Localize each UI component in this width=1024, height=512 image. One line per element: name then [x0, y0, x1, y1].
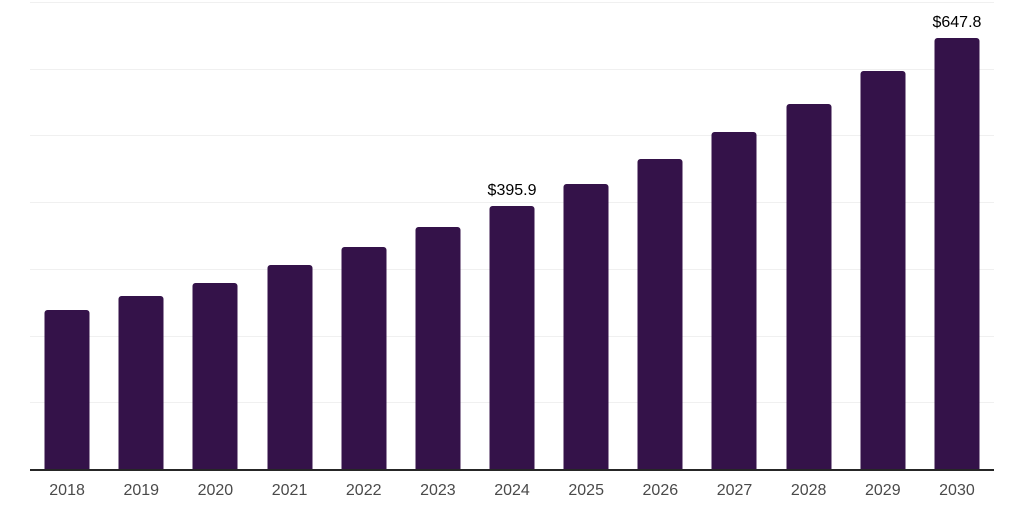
x-tick-2024: 2024 — [494, 482, 530, 499]
bar-2026 — [637, 158, 683, 470]
bar-2025 — [563, 183, 609, 470]
x-tick-2020: 2020 — [197, 482, 234, 499]
gridline-600 — [30, 68, 994, 70]
bar-2020 — [192, 282, 238, 470]
bar-2029 — [860, 71, 906, 470]
x-tick-2025: 2025 — [568, 482, 604, 499]
bar-slot-2022 — [327, 3, 401, 470]
bar-slot-2023 — [401, 3, 475, 470]
bar-2019 — [118, 295, 164, 470]
bar-2030 — [934, 37, 980, 470]
x-tick-2029: 2029 — [865, 482, 901, 499]
x-axis-line — [30, 469, 994, 471]
bar-slot-2029 — [846, 3, 920, 470]
bar-slot-2028 — [772, 3, 846, 470]
bar-2021 — [267, 265, 313, 470]
bar-2024 — [489, 205, 535, 470]
bar-2018 — [44, 309, 90, 470]
bar-slot-2027 — [697, 3, 771, 470]
bar-slot-2019 — [104, 3, 178, 470]
bar-slot-2024: $395.9 — [475, 3, 549, 470]
bar-slot-2018 — [30, 3, 104, 470]
x-axis-labels: 2018 2019 2020 2021 2022 2023 2024 2025 2026 2027… — [30, 481, 994, 501]
bar-2023 — [415, 226, 461, 470]
bar-2027 — [711, 132, 757, 470]
x-tick-2022: 2022 — [345, 482, 382, 499]
bar-slot-2026 — [623, 3, 697, 470]
bar-slot-2021 — [252, 3, 326, 470]
bar-slot-2030: $647.8 — [920, 3, 994, 470]
gridline-700 — [30, 2, 994, 3]
data-label-2024: $395.9 — [487, 181, 537, 199]
gridline-400 — [30, 202, 994, 204]
x-tick-2027: 2027 — [716, 482, 753, 499]
x-tick-2028: 2028 — [790, 482, 827, 499]
x-tick-2026: 2026 — [642, 482, 679, 499]
bars-layer: $395.9 $647.8 — [30, 3, 994, 470]
x-tick-2023: 2023 — [420, 482, 456, 499]
gridline-500 — [30, 135, 994, 137]
x-tick-2030: 2030 — [939, 482, 975, 499]
data-label-2030: $647.8 — [932, 13, 982, 31]
plot-area: $395.9 $647.8 — [30, 2, 994, 471]
x-tick-2021: 2021 — [271, 482, 308, 499]
x-tick-2019: 2019 — [123, 482, 160, 499]
x-tick-2018: 2018 — [49, 482, 85, 499]
bar-slot-2020 — [178, 3, 252, 470]
bar-2022 — [341, 247, 387, 470]
bar-2028 — [786, 103, 832, 470]
bar-slot-2025 — [549, 3, 623, 470]
